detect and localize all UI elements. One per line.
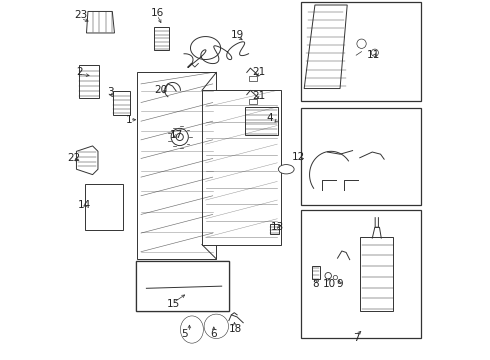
Text: 1: 1 — [126, 115, 133, 125]
Bar — [248, 99, 257, 104]
Bar — [113, 91, 130, 114]
Ellipse shape — [371, 49, 378, 56]
Text: 7: 7 — [353, 333, 360, 343]
Bar — [136, 261, 229, 311]
Text: 3: 3 — [107, 87, 114, 97]
Text: 11: 11 — [367, 50, 380, 60]
Ellipse shape — [208, 318, 225, 335]
Ellipse shape — [188, 325, 196, 334]
Ellipse shape — [357, 39, 366, 48]
Bar — [361, 237, 393, 311]
Text: 9: 9 — [336, 279, 343, 289]
Text: 6: 6 — [211, 329, 217, 339]
Bar — [300, 108, 421, 205]
Text: 21: 21 — [253, 67, 266, 77]
Bar — [248, 76, 257, 81]
Ellipse shape — [333, 275, 338, 280]
Text: 2: 2 — [77, 67, 83, 77]
Text: 8: 8 — [312, 279, 318, 289]
Text: 19: 19 — [231, 30, 245, 40]
Text: 12: 12 — [292, 152, 305, 162]
Bar — [270, 225, 279, 234]
Ellipse shape — [213, 323, 220, 330]
Text: 20: 20 — [154, 85, 167, 95]
Ellipse shape — [171, 129, 188, 145]
Ellipse shape — [148, 285, 154, 292]
Ellipse shape — [325, 273, 331, 279]
Text: 4: 4 — [267, 113, 273, 123]
Polygon shape — [202, 90, 281, 244]
Bar — [300, 211, 421, 338]
Text: 10: 10 — [322, 279, 336, 289]
Text: 21: 21 — [253, 91, 266, 101]
Polygon shape — [137, 72, 216, 259]
Text: 22: 22 — [67, 153, 80, 163]
Text: 18: 18 — [228, 324, 242, 334]
Bar — [245, 107, 278, 135]
Text: 15: 15 — [167, 299, 180, 309]
Bar — [78, 65, 99, 98]
Bar — [154, 27, 170, 50]
Ellipse shape — [204, 314, 228, 338]
Ellipse shape — [211, 283, 218, 290]
Ellipse shape — [184, 319, 200, 339]
Bar — [300, 3, 421, 101]
Text: 14: 14 — [78, 200, 91, 210]
Ellipse shape — [176, 134, 183, 140]
Text: 5: 5 — [181, 329, 187, 339]
Text: 23: 23 — [74, 10, 87, 20]
Bar — [313, 266, 319, 279]
Text: 17: 17 — [170, 130, 183, 140]
Ellipse shape — [278, 165, 294, 174]
Text: 16: 16 — [150, 8, 164, 18]
Text: 13: 13 — [270, 222, 284, 231]
Ellipse shape — [180, 316, 203, 343]
